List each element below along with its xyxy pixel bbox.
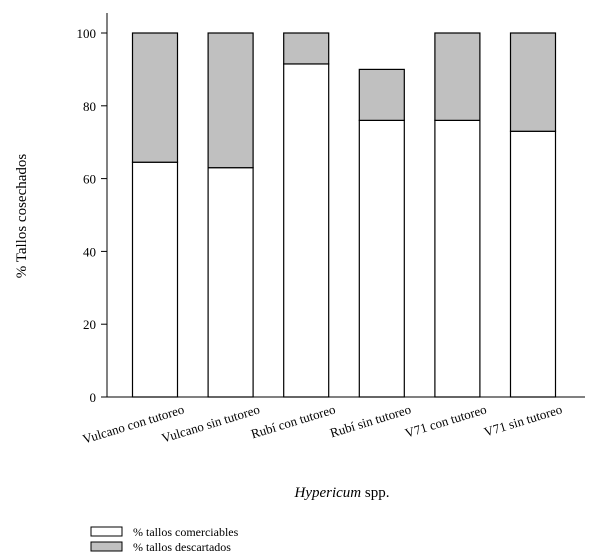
bar-segment-comerciables — [131, 161, 179, 398]
y-tick-label: 80 — [83, 99, 96, 114]
bar-segment-comerciables — [283, 63, 330, 398]
bar-segment-descartados — [509, 32, 557, 132]
legend: % tallos comerciables% tallos descartado… — [90, 525, 239, 554]
legend-label: % tallos descartados — [133, 540, 231, 554]
bar-segment-comerciables — [207, 167, 254, 398]
y-axis: 0 20 40 60 80 100 — [77, 13, 108, 405]
y-tick-label: 100 — [77, 26, 97, 41]
x-tick-label: Rubí sin tutoreo — [328, 402, 413, 441]
x-tick-label: Rubí con tutoreo — [249, 402, 337, 442]
bar-segment-descartados — [207, 32, 254, 169]
y-tick-label: 60 — [83, 172, 96, 187]
x-tick-label: V71 sin tutoreo — [482, 402, 564, 440]
y-tick-label: 40 — [83, 244, 96, 259]
x-axis-label-rest: spp. — [361, 485, 389, 501]
bar-segment-descartados — [358, 68, 405, 121]
legend-swatch — [90, 541, 123, 552]
x-axis-label-italic: Hypericum — [294, 485, 362, 501]
y-tick-label: 0 — [90, 390, 97, 405]
y-tick-label: 20 — [83, 317, 96, 332]
x-axis-label: Hypericum spp. — [294, 485, 390, 501]
bar-segment-descartados — [434, 32, 481, 121]
y-axis-label: % Tallos cosechados — [14, 154, 30, 279]
bar-segment-comerciables — [434, 119, 481, 398]
bar-segment-comerciables — [358, 119, 405, 398]
legend-label: % tallos comerciables — [133, 525, 239, 539]
bar-segment-descartados — [283, 32, 330, 65]
bars — [107, 32, 585, 398]
bar-segment-descartados — [131, 32, 179, 163]
x-tick-label: V71 con tutoreo — [403, 402, 488, 441]
bar-segment-comerciables — [509, 130, 557, 398]
legend-swatch — [90, 526, 123, 537]
